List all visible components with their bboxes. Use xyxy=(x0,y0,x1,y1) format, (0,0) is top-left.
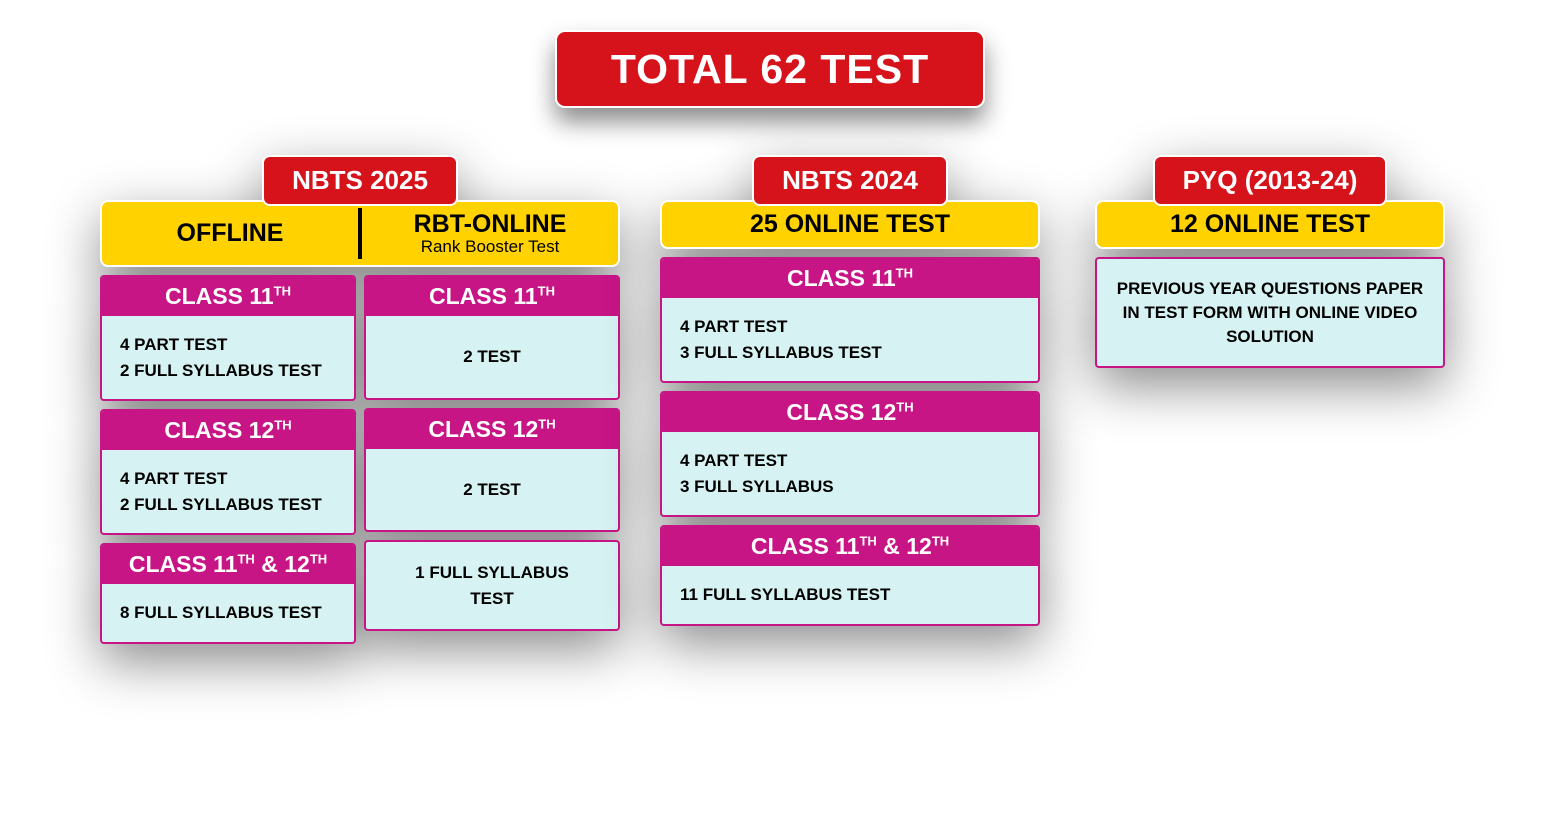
card-line: 4 PART TEST xyxy=(120,332,336,358)
card-line: 2 TEST xyxy=(384,344,600,370)
card-class-12: CLASS 12TH 4 PART TEST 3 FULL SYLLABUS xyxy=(660,391,1040,517)
card-header: CLASS 12TH xyxy=(366,410,618,449)
card-title-sup: TH xyxy=(274,283,291,298)
card-class-12: CLASS 12TH 4 PART TEST 2 FULL SYLLABUS T… xyxy=(100,409,356,535)
sub-line1: OFFLINE xyxy=(112,219,348,248)
column-single: CLASS 11TH 4 PART TEST 3 FULL SYLLABUS T… xyxy=(660,257,1040,634)
card-line: 4 PART TEST xyxy=(680,314,1020,340)
sub-line1: RBT-ONLINE xyxy=(372,210,608,239)
card-class-11: CLASS 11TH 2 TEST xyxy=(364,275,620,400)
branch-pyq: PYQ (2013-24) 12 ONLINE TEST PREVIOUS YE… xyxy=(1095,155,1445,368)
card-full-syllabus: 1 FULL SYLLABUS TEST xyxy=(364,540,620,631)
card-body: 8 FULL SYLLABUS TEST xyxy=(102,584,354,642)
card-class-11-12: CLASS 11TH & 12TH 8 FULL SYLLABUS TEST xyxy=(100,543,356,644)
sub-rbt-online: RBT-ONLINE Rank Booster Test xyxy=(362,202,618,265)
card-title-sup: TH xyxy=(538,416,555,431)
card-line: 11 FULL SYLLABUS TEST xyxy=(680,582,1020,608)
sub-line1: 25 ONLINE TEST xyxy=(672,210,1028,239)
branch-subheader: OFFLINE RBT-ONLINE Rank Booster Test xyxy=(100,200,620,267)
card-header: CLASS 11TH xyxy=(662,259,1038,298)
root-title-text: TOTAL 62 TEST xyxy=(611,46,929,93)
card-body: 4 PART TEST 3 FULL SYLLABUS TEST xyxy=(662,298,1038,381)
card-body: 4 PART TEST 2 FULL SYLLABUS TEST xyxy=(102,450,354,533)
card-title-pre: CLASS 11 xyxy=(429,283,538,309)
branch-header-text: NBTS 2025 xyxy=(292,165,428,195)
card-line: 4 PART TEST xyxy=(120,466,336,492)
card-line: TEST xyxy=(384,586,600,612)
card-title-pre: CLASS 11 xyxy=(165,283,274,309)
branch-subheader: 25 ONLINE TEST xyxy=(660,200,1040,249)
column-rbt: CLASS 11TH 2 TEST CLASS 12TH 2 TEST 1 FU… xyxy=(364,275,620,652)
card-title-pre: CLASS 11 xyxy=(751,533,860,559)
sub-line1: 12 ONLINE TEST xyxy=(1107,210,1433,239)
card-title-sup: TH xyxy=(538,283,555,298)
sub-line2: Rank Booster Test xyxy=(372,237,608,257)
column-offline: CLASS 11TH 4 PART TEST 2 FULL SYLLABUS T… xyxy=(100,275,356,652)
branch-columns: CLASS 11TH 4 PART TEST 3 FULL SYLLABUS T… xyxy=(660,257,1040,634)
card-body: 2 TEST xyxy=(366,316,618,398)
card-class-11: CLASS 11TH 4 PART TEST 2 FULL SYLLABUS T… xyxy=(100,275,356,401)
info-card-pyq: PREVIOUS YEAR QUESTIONS PAPER IN TEST FO… xyxy=(1095,257,1445,368)
card-title-sup: TH xyxy=(896,399,913,414)
card-title-pre: CLASS 11 xyxy=(787,265,896,291)
card-body: 1 FULL SYLLABUS TEST xyxy=(366,542,618,629)
card-line: 8 FULL SYLLABUS TEST xyxy=(120,600,336,626)
card-title-pre: CLASS 11 xyxy=(129,551,238,577)
card-title-sup2: TH xyxy=(932,533,949,548)
card-title-sup: TH xyxy=(274,417,291,432)
card-header: CLASS 11TH & 12TH xyxy=(662,527,1038,566)
card-line: 2 TEST xyxy=(384,477,600,503)
card-body: 4 PART TEST 2 FULL SYLLABUS TEST xyxy=(102,316,354,399)
card-header: CLASS 11TH xyxy=(102,277,354,316)
branch-subheader: 12 ONLINE TEST xyxy=(1095,200,1445,249)
card-line: 2 FULL SYLLABUS TEST xyxy=(120,492,336,518)
card-title-sup: TH xyxy=(859,533,876,548)
branch-header: NBTS 2025 xyxy=(262,155,458,206)
card-class-11: CLASS 11TH 4 PART TEST 3 FULL SYLLABUS T… xyxy=(660,257,1040,383)
card-title-sup: TH xyxy=(237,551,254,566)
card-class-12: CLASS 12TH 2 TEST xyxy=(364,408,620,533)
branch-nbts-2025: NBTS 2025 OFFLINE RBT-ONLINE Rank Booste… xyxy=(100,155,620,652)
card-line: 3 FULL SYLLABUS TEST xyxy=(680,340,1020,366)
card-class-11-12: CLASS 11TH & 12TH 11 FULL SYLLABUS TEST xyxy=(660,525,1040,626)
card-body: 2 TEST xyxy=(366,449,618,531)
branch-columns: CLASS 11TH 4 PART TEST 2 FULL SYLLABUS T… xyxy=(100,275,620,652)
branch-header: PYQ (2013-24) xyxy=(1153,155,1388,206)
sub-online-12: 12 ONLINE TEST xyxy=(1097,202,1443,247)
card-header: CLASS 12TH xyxy=(102,411,354,450)
card-header: CLASS 11TH xyxy=(366,277,618,316)
card-title-pre: CLASS 12 xyxy=(428,416,538,442)
branch-nbts-2024: NBTS 2024 25 ONLINE TEST CLASS 11TH 4 PA… xyxy=(660,155,1040,634)
card-line: 2 FULL SYLLABUS TEST xyxy=(120,358,336,384)
card-header: CLASS 12TH xyxy=(662,393,1038,432)
card-title-pre: CLASS 12 xyxy=(164,417,274,443)
card-body: 11 FULL SYLLABUS TEST xyxy=(662,566,1038,624)
card-title-post: & 12 xyxy=(877,533,932,559)
root-title-box: TOTAL 62 TEST xyxy=(555,30,985,108)
card-line: 4 PART TEST xyxy=(680,448,1020,474)
card-body: 4 PART TEST 3 FULL SYLLABUS xyxy=(662,432,1038,515)
info-text: PREVIOUS YEAR QUESTIONS PAPER IN TEST FO… xyxy=(1117,279,1423,346)
branch-header: NBTS 2024 xyxy=(752,155,948,206)
card-title-sup: TH xyxy=(896,265,913,280)
card-title-pre: CLASS 12 xyxy=(786,399,896,425)
sub-online-25: 25 ONLINE TEST xyxy=(662,202,1038,247)
card-line: 1 FULL SYLLABUS xyxy=(384,560,600,586)
card-title-post: & 12 xyxy=(255,551,310,577)
card-header: CLASS 11TH & 12TH xyxy=(102,545,354,584)
sub-offline: OFFLINE xyxy=(102,202,358,265)
branch-header-text: NBTS 2024 xyxy=(782,165,918,195)
branch-header-text: PYQ (2013-24) xyxy=(1183,165,1358,195)
card-line: 3 FULL SYLLABUS xyxy=(680,474,1020,500)
card-title-sup2: TH xyxy=(310,551,327,566)
